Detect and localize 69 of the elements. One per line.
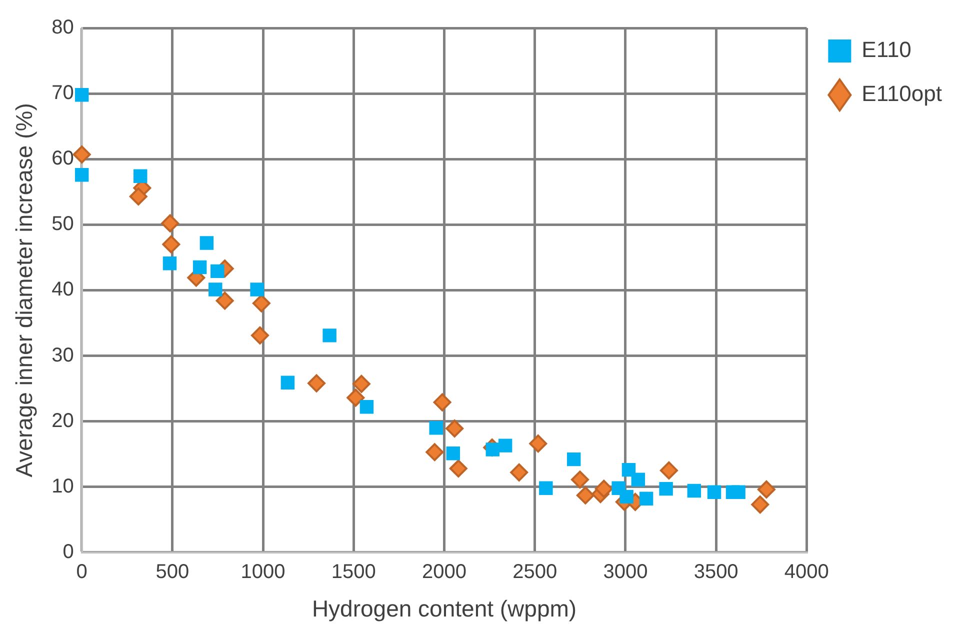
point <box>250 326 269 344</box>
point <box>751 496 770 514</box>
y-tick-label: 40 <box>52 278 74 301</box>
point <box>660 461 678 480</box>
y-tick-label: 70 <box>52 82 74 104</box>
point <box>622 462 636 477</box>
x-tick-label: 4000 <box>784 560 829 583</box>
point <box>757 480 776 498</box>
point <box>308 374 326 392</box>
y-tick-label: 50 <box>52 213 74 236</box>
x-tick-label: 2500 <box>512 560 558 583</box>
point <box>446 446 460 460</box>
point <box>707 485 722 499</box>
point <box>208 282 222 296</box>
point <box>433 393 452 412</box>
y-tick-label: 80 <box>52 16 74 39</box>
point <box>446 420 464 438</box>
point <box>210 264 224 278</box>
point <box>360 400 374 414</box>
point <box>162 235 180 254</box>
point <box>252 294 270 312</box>
point <box>539 481 553 496</box>
point <box>659 482 673 496</box>
point <box>449 459 468 478</box>
point <box>426 443 444 462</box>
point <box>639 492 654 506</box>
y-tick-label: 20 <box>52 410 74 432</box>
x-tick-label: 2000 <box>422 560 467 583</box>
x-axis-title: Hydrogen content (wppm) <box>312 596 577 622</box>
point <box>74 168 89 182</box>
point <box>510 463 528 482</box>
point <box>72 146 91 164</box>
point <box>250 282 264 296</box>
point <box>161 214 180 232</box>
x-tick-label: 3000 <box>603 560 648 583</box>
point <box>631 472 646 487</box>
y-tick-label: 0 <box>62 540 74 563</box>
point <box>498 438 512 452</box>
y-tick-label: 60 <box>52 148 74 170</box>
point <box>594 480 613 498</box>
point <box>687 484 702 498</box>
point <box>162 256 177 270</box>
point <box>216 292 234 310</box>
point <box>529 434 548 453</box>
y-tick-label: 30 <box>52 344 74 366</box>
point <box>74 88 89 102</box>
point <box>620 490 634 504</box>
y-axis-title: Average inner diameter increase (%) <box>11 103 38 478</box>
point <box>570 470 589 489</box>
x-tick-label: 500 <box>156 560 190 583</box>
legend-label: E110 <box>862 37 912 62</box>
point <box>732 485 746 499</box>
point <box>134 169 148 184</box>
point <box>576 486 594 504</box>
point <box>322 328 336 342</box>
x-tick-label: 1000 <box>240 560 286 583</box>
legend-label: E110opt <box>862 81 942 106</box>
point <box>280 376 295 390</box>
point <box>429 420 443 435</box>
point <box>129 187 148 206</box>
point <box>346 388 365 407</box>
point <box>566 452 581 466</box>
y-tick-label: 10 <box>52 475 74 498</box>
x-tick-label: 1500 <box>331 560 376 583</box>
point <box>192 260 207 274</box>
point <box>200 236 214 250</box>
x-tick-label: 3500 <box>694 560 738 583</box>
point <box>486 442 500 456</box>
point <box>352 374 370 393</box>
